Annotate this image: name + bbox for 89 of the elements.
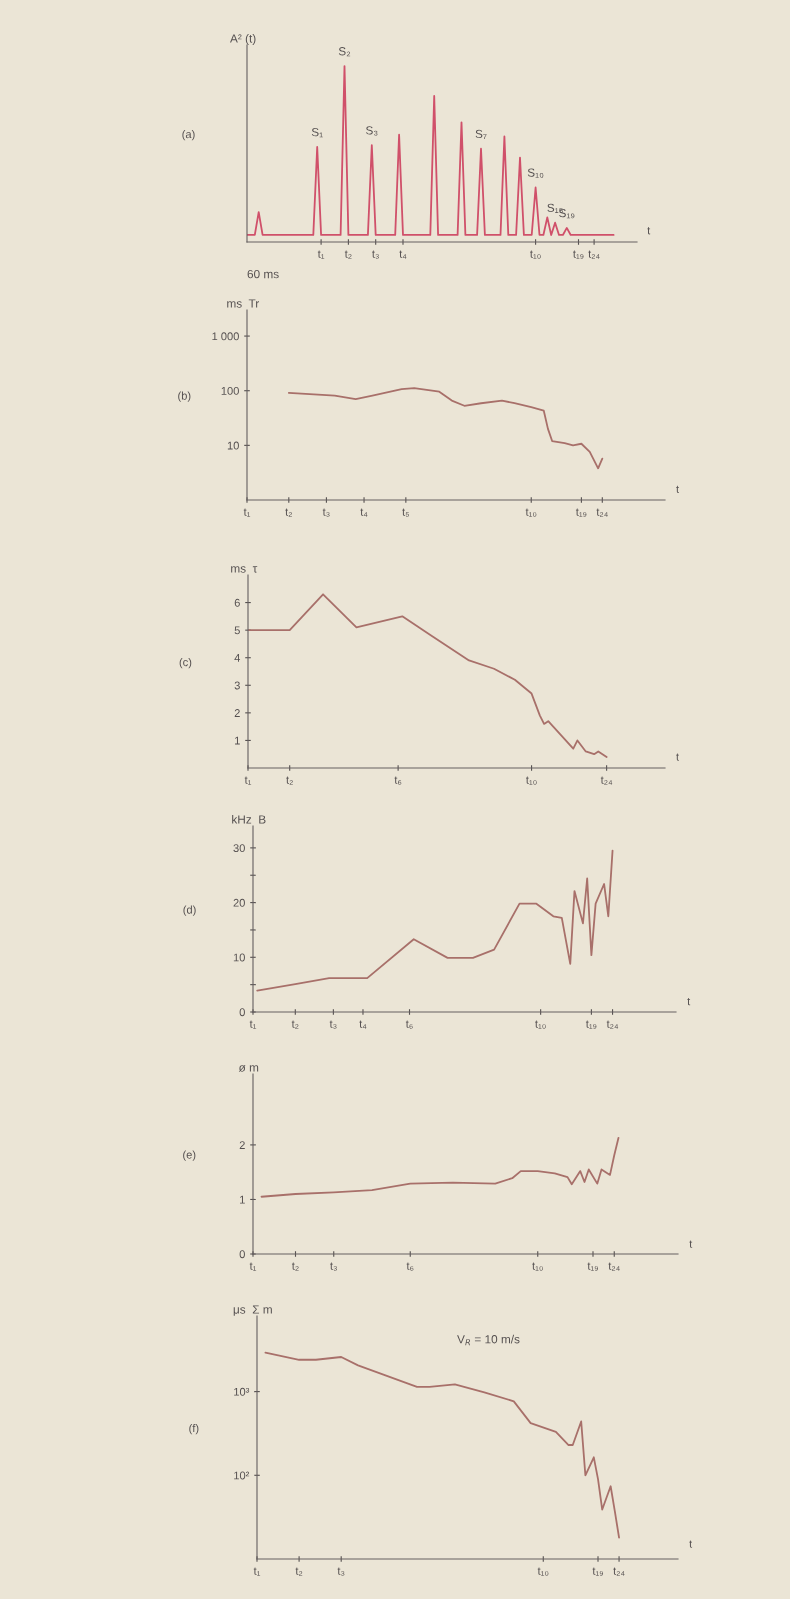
text: (b) <box>178 391 191 402</box>
y-tick-label: 0 <box>239 1008 245 1017</box>
annotation: S₇ <box>475 129 487 139</box>
x-tick-label: t₁₀ <box>526 776 537 785</box>
x-tick-label: t₄ <box>360 508 368 517</box>
y-axis-title: ms τ <box>231 566 258 573</box>
line-series <box>248 593 608 758</box>
x-tick-label: t₂ <box>291 1020 299 1029</box>
line-series <box>287 387 604 470</box>
y-tick-label: 6 <box>234 598 240 607</box>
x-tick-label: t₁₉ <box>575 508 587 517</box>
x-tick-label: t₃ <box>322 508 330 517</box>
y-tick-label: 2 <box>234 709 240 717</box>
y-axis-title: kHz B <box>232 814 266 824</box>
line-series <box>256 849 614 992</box>
x-tick-label: t₁₉ <box>587 1262 599 1271</box>
x-tick-label: t₃ <box>337 1567 345 1576</box>
x-tick-label: t₂ <box>295 1567 303 1576</box>
x-tick-label: t₄ <box>399 250 407 259</box>
x-tick-label: t₁₀ <box>537 1567 549 1576</box>
line-series <box>260 1136 620 1198</box>
x-tick-label: t₁₀ <box>535 1020 546 1029</box>
x-axis-title: t <box>689 1540 693 1548</box>
x-tick-label: t₂₄ <box>596 508 608 517</box>
text: (e) <box>183 1150 196 1161</box>
x-axis-title: t <box>676 485 679 493</box>
annotation: S₂ <box>338 47 351 57</box>
y-tick-label: 1 000 <box>212 332 239 341</box>
y-axis-title: ø m <box>238 1065 259 1072</box>
line-series <box>264 1351 620 1539</box>
x-tick-label: t₂₄ <box>588 250 600 259</box>
y-axis-title: A² (t) <box>230 34 256 45</box>
x-tick-label: t₆ <box>405 1020 413 1029</box>
x-axis-title: t <box>647 227 651 235</box>
x-tick-label: t₂ <box>291 1262 299 1271</box>
x-tick-label: t₁ <box>243 508 251 517</box>
x-tick-label: t₃ <box>329 1020 337 1029</box>
y-tick-label: 1 <box>235 736 240 745</box>
x-tick-label: t₃ <box>330 1262 337 1271</box>
annotation: V$_{R}$ = 10 m/s <box>457 1334 520 1346</box>
x-axis-title: t <box>689 1240 693 1248</box>
y-tick-label: 10 <box>227 441 239 450</box>
y-tick-label: 30 <box>233 844 245 853</box>
y-tick-label: 10² <box>234 1471 250 1480</box>
x-tick-label: t₂ <box>285 508 292 517</box>
x-tick-label: t₂₄ <box>600 776 613 785</box>
x-tick-label: t₁ <box>317 250 325 259</box>
x-tick-label: t₁₀ <box>532 1262 543 1271</box>
text: (d) <box>183 905 196 916</box>
y-axis-title: ms Tr <box>227 299 260 308</box>
annotation: S₁₀ <box>527 168 544 178</box>
x-tick-label: t₅ <box>402 508 410 517</box>
x-tick-label: t₂ <box>344 250 352 259</box>
x-axis-title: t <box>676 753 679 761</box>
x-tick-label: t₁₀ <box>525 508 537 517</box>
y-tick-label: 1 <box>240 1195 245 1204</box>
x-tick-label: t₂₄ <box>613 1567 625 1576</box>
x-tick-label: t₆ <box>406 1262 414 1271</box>
y-tick-label: 10 <box>233 953 245 962</box>
y-tick-label: 3 <box>234 681 240 690</box>
text: (a) <box>182 129 195 141</box>
y-tick-label: 5 <box>234 626 240 635</box>
x-tick-label: t₁ <box>249 1262 257 1271</box>
x-tick-label: t₁₀ <box>530 250 541 259</box>
x-tick-label: t₃ <box>372 250 379 259</box>
y-tick-label: 0 <box>239 1250 245 1259</box>
x-tick-label: t₄ <box>359 1020 367 1029</box>
x-tick-label: t₁₉ <box>573 250 584 259</box>
y-tick-label: 4 <box>234 654 241 662</box>
annotation: S₃ <box>366 126 378 136</box>
y-tick-label: 2 <box>239 1141 245 1149</box>
x-tick-label: t₁ <box>253 1567 261 1576</box>
x-tick-label: t₆ <box>394 776 402 785</box>
text: (f) <box>189 1423 199 1435</box>
y-tick-label: 20 <box>233 898 245 907</box>
x-tick-label: t₁₉ <box>592 1567 604 1576</box>
x-tick-label: t₂ <box>286 776 293 785</box>
x-axis-title: t <box>687 997 691 1006</box>
y-tick-label: 100 <box>221 386 239 395</box>
annotation: S₁ <box>311 127 323 138</box>
x-tick-label: t₁ <box>244 776 252 785</box>
x-tick-label: t₁₉ <box>585 1020 597 1029</box>
y-tick-label: 10³ <box>234 1387 250 1396</box>
text: 60 ms <box>247 269 279 279</box>
x-tick-label: t₂₄ <box>606 1020 619 1029</box>
x-tick-label: t₂₄ <box>608 1262 620 1271</box>
text: (c) <box>179 657 192 669</box>
y-axis-title: μs Σ m <box>233 1305 272 1316</box>
x-tick-label: t₁ <box>249 1020 257 1029</box>
